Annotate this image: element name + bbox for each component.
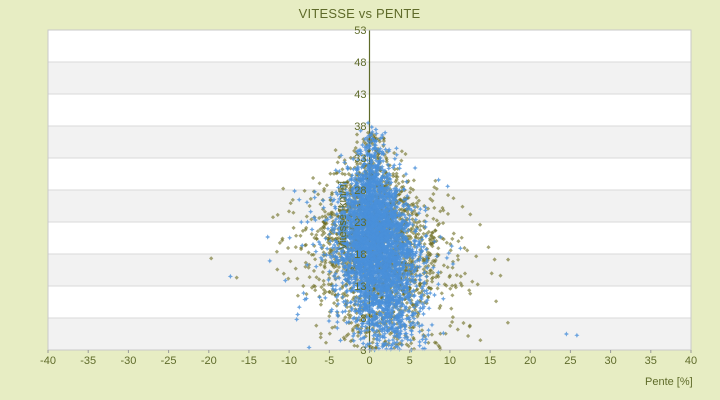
svg-text:20: 20 bbox=[524, 355, 536, 367]
svg-text:0: 0 bbox=[366, 355, 372, 367]
svg-text:30: 30 bbox=[604, 355, 616, 367]
svg-text:15: 15 bbox=[484, 355, 496, 367]
svg-text:43: 43 bbox=[354, 89, 366, 101]
svg-text:-10: -10 bbox=[281, 355, 297, 367]
svg-text:-15: -15 bbox=[241, 355, 257, 367]
svg-text:33: 33 bbox=[354, 153, 366, 165]
svg-text:25: 25 bbox=[564, 355, 576, 367]
svg-text:35: 35 bbox=[645, 355, 657, 367]
svg-text:-35: -35 bbox=[80, 355, 96, 367]
svg-text:-5: -5 bbox=[324, 355, 334, 367]
svg-text:-20: -20 bbox=[201, 355, 217, 367]
svg-text:5: 5 bbox=[407, 355, 413, 367]
svg-text:-40: -40 bbox=[40, 355, 56, 367]
svg-text:48: 48 bbox=[354, 57, 366, 69]
svg-text:-30: -30 bbox=[120, 355, 136, 367]
svg-text:-25: -25 bbox=[161, 355, 177, 367]
svg-text:38: 38 bbox=[354, 121, 366, 133]
svg-text:28: 28 bbox=[354, 185, 366, 197]
svg-text:53: 53 bbox=[354, 25, 366, 37]
svg-text:8: 8 bbox=[360, 313, 366, 325]
svg-text:18: 18 bbox=[354, 249, 366, 261]
svg-text:10: 10 bbox=[444, 355, 456, 367]
svg-text:40: 40 bbox=[685, 355, 697, 367]
svg-text:13: 13 bbox=[354, 281, 366, 293]
svg-text:23: 23 bbox=[354, 217, 366, 229]
